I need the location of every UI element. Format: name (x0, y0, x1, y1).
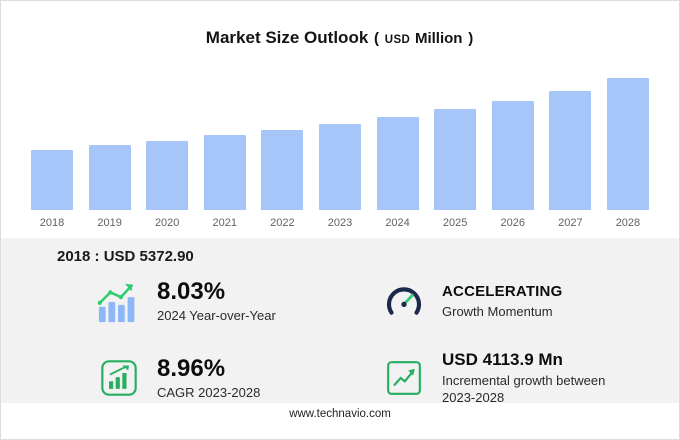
stat-text: ACCELERATING Growth Momentum (442, 283, 562, 320)
incremental-value: USD 4113.9 Mn (442, 350, 563, 369)
footer-url: www.technavio.com (289, 408, 391, 420)
bar-column: 2018 (31, 150, 73, 229)
bar-2020 (146, 141, 189, 210)
stat-incremental: USD 4113.9 Mn Incremental growth between… (381, 350, 679, 403)
bar-chart: 2018 2019 2020 2021 2022 2023 2024 2025 2026 2027… (31, 78, 649, 229)
stats-panel: 2018 : USD 5372.90 (1, 238, 679, 403)
bar-column: 2021 (203, 135, 246, 229)
bar-column: 2019 (88, 145, 131, 229)
bar-2024 (376, 117, 419, 210)
momentum-value: ACCELERATING (442, 282, 563, 300)
bar-column: 2025 (434, 109, 477, 229)
x-tick-label: 2023 (327, 217, 353, 229)
yoy-value: 8.03% (157, 277, 226, 305)
bar-2027 (549, 91, 592, 210)
bar-column: 2028 (606, 78, 649, 229)
green-line-chart-icon (381, 355, 427, 401)
x-tick-label: 2025 (442, 217, 468, 229)
stat-yoy: 8.03% 2024 Year-over-Year (96, 278, 381, 324)
growth-trend-bars-icon (96, 278, 142, 324)
bar-column: 2026 (491, 101, 534, 229)
incremental-label: Incremental growth between 2023-2028 (442, 373, 606, 403)
x-tick-label: 2027 (558, 217, 583, 229)
bar-2028 (606, 78, 649, 210)
bar-2023 (318, 124, 361, 210)
x-tick-label: 2018 (39, 217, 65, 229)
bar-2026 (491, 101, 534, 210)
x-tick-label: 2024 (385, 217, 410, 229)
bar-2021 (203, 135, 246, 210)
bars: 2018 2019 2020 2021 2022 2023 2024 2025 2026 2027… (31, 78, 649, 229)
bar-2018 (31, 150, 73, 210)
bar-column: 2023 (318, 124, 361, 229)
footer: www.technavio.com (1, 403, 679, 425)
header: Market Size Outlook ( USD Million ) (1, 1, 679, 51)
x-tick-label: 2019 (97, 217, 122, 229)
x-tick-label: 2022 (270, 217, 295, 229)
stats-grid: 8.03% 2024 Year-over-Year ACCELERATING G… (1, 278, 679, 403)
stat-momentum: ACCELERATING Growth Momentum (381, 278, 679, 324)
bar-column: 2024 (376, 117, 419, 229)
x-tick-label: 2026 (500, 217, 525, 229)
base-year-value: 2018 : USD 5372.90 (57, 248, 194, 265)
title-unit-million: Million (414, 30, 463, 47)
bar-2025 (434, 109, 477, 210)
bar-2022 (261, 130, 304, 210)
bar-column: 2020 (146, 141, 189, 229)
cagr-value: 8.96% (157, 354, 226, 382)
gauge-icon (381, 278, 427, 324)
green-bar-chart-icon (96, 355, 142, 401)
x-tick-label: 2020 (154, 217, 180, 229)
x-tick-label: 2028 (615, 217, 641, 229)
bar-column: 2022 (261, 130, 304, 229)
title-unit-usd: USD (384, 34, 411, 46)
title-paren-open: ( (374, 30, 380, 47)
title-paren-close: ) (468, 30, 474, 47)
bar-2019 (88, 145, 131, 210)
stat-text: 8.03% 2024 Year-over-Year (157, 277, 276, 324)
title-main: Market Size Outlook (205, 28, 369, 47)
stat-text: USD 4113.9 Mn Incremental growth between… (442, 350, 612, 403)
stat-text: 8.96% CAGR 2023-2028 (157, 354, 261, 401)
bar-column: 2027 (549, 91, 592, 229)
stat-cagr: 8.96% CAGR 2023-2028 (96, 350, 381, 403)
momentum-label: Growth Momentum (442, 303, 553, 319)
cagr-label: CAGR 2023-2028 (157, 384, 261, 400)
x-tick-label: 2021 (212, 217, 238, 229)
yoy-label: 2024 Year-over-Year (157, 307, 276, 323)
page-title: Market Size Outlook ( USD Million ) (1, 27, 679, 51)
